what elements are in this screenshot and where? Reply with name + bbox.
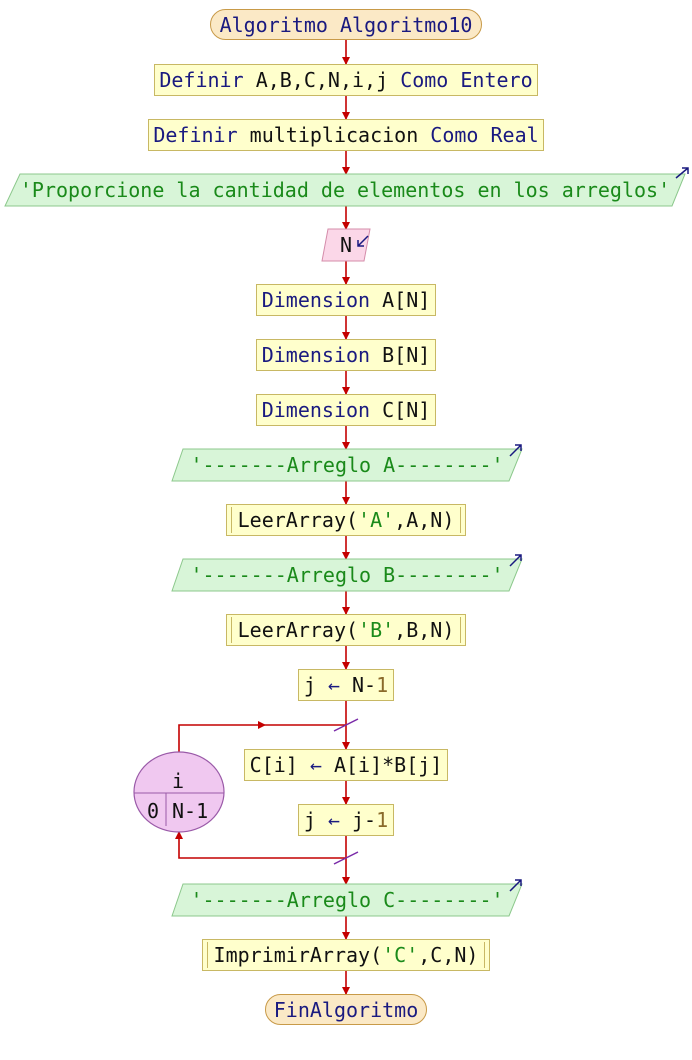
dimension-keyword: Dimension bbox=[261, 288, 371, 312]
output-prompt-shape bbox=[4, 173, 686, 207]
start-terminal[interactable]: Algoritmo Algoritmo10 bbox=[210, 9, 482, 40]
start-name: Algoritmo10 bbox=[339, 12, 473, 37]
assign-num: 1 bbox=[376, 673, 389, 697]
output-a-text[interactable]: '-------Arreglo A--------' bbox=[190, 453, 504, 477]
define-integers[interactable]: Definir A,B,C,N,i,j Como Entero bbox=[154, 64, 538, 96]
read-array-a[interactable]: LeerArray('A' ,A,N) bbox=[226, 504, 466, 536]
define-keyword: Definir bbox=[159, 68, 244, 92]
loop-from: 0 bbox=[147, 799, 160, 823]
start-keyword: Algoritmo bbox=[219, 12, 328, 37]
loop-to: N-1 bbox=[172, 799, 209, 823]
input-n-shape bbox=[321, 228, 371, 262]
define-type: Como Real bbox=[430, 123, 539, 147]
dimension-arg: C[N] bbox=[382, 398, 431, 422]
assign-rhs: N- bbox=[352, 673, 377, 697]
output-b-shape bbox=[171, 558, 523, 592]
loop-variable: i bbox=[172, 769, 185, 793]
dimension-b[interactable]: Dimension B[N] bbox=[256, 339, 436, 371]
assign-rhs: A[i]*B[j] bbox=[333, 753, 443, 777]
for-loop-shape bbox=[133, 751, 225, 833]
define-type: Como Entero bbox=[400, 68, 533, 92]
call-fn: LeerArray( bbox=[237, 508, 359, 532]
print-array-c[interactable]: ImprimirArray('C' ,C,N) bbox=[202, 939, 490, 971]
dimension-a[interactable]: Dimension A[N] bbox=[256, 284, 436, 316]
define-vars: multiplicacion bbox=[249, 123, 419, 147]
call-str: 'C' bbox=[382, 943, 419, 967]
assign-num: 1 bbox=[376, 808, 389, 832]
dimension-keyword: Dimension bbox=[261, 343, 371, 367]
end-label: FinAlgoritmo bbox=[273, 997, 419, 1022]
assign-lhs: j bbox=[303, 673, 316, 697]
assign-arrow-icon: ← bbox=[327, 673, 340, 697]
dimension-arg: A[N] bbox=[382, 288, 431, 312]
output-c-shape bbox=[171, 883, 523, 917]
read-array-b[interactable]: LeerArray('B' ,B,N) bbox=[226, 614, 466, 646]
call-fn: ImprimirArray( bbox=[213, 943, 383, 967]
assign-c-product[interactable]: C[i] ← A[i]*B[j] bbox=[244, 749, 448, 781]
call-fn: LeerArray( bbox=[237, 618, 359, 642]
assign-lhs: C[i] bbox=[249, 753, 298, 777]
assign-j-initial[interactable]: j ← N- 1 bbox=[298, 669, 394, 701]
call-str: 'A' bbox=[358, 508, 395, 532]
call-rest: ,C,N) bbox=[418, 943, 479, 967]
output-b-text[interactable]: '-------Arreglo B--------' bbox=[190, 563, 504, 587]
loop-markers bbox=[333, 718, 359, 865]
define-vars: A,B,C,N,i,j bbox=[255, 68, 389, 92]
input-n-text[interactable]: N bbox=[339, 233, 353, 257]
assign-j-decrement[interactable]: j ← j- 1 bbox=[298, 804, 394, 836]
assign-arrow-icon: ← bbox=[327, 808, 340, 832]
call-rest: ,A,N) bbox=[394, 508, 455, 532]
dimension-arg: B[N] bbox=[382, 343, 431, 367]
dimension-c[interactable]: Dimension C[N] bbox=[256, 394, 436, 426]
assign-lhs: j bbox=[303, 808, 316, 832]
call-str: 'B' bbox=[358, 618, 395, 642]
output-prompt-text[interactable]: 'Proporcione la cantidad de elementos en… bbox=[19, 178, 671, 202]
assign-arrow-icon: ← bbox=[309, 753, 322, 777]
define-real[interactable]: Definir multiplicacion Como Real bbox=[148, 119, 544, 151]
define-keyword: Definir bbox=[153, 123, 238, 147]
output-a-shape bbox=[171, 448, 523, 482]
call-rest: ,B,N) bbox=[394, 618, 455, 642]
end-terminal[interactable]: FinAlgoritmo bbox=[265, 994, 427, 1025]
dimension-keyword: Dimension bbox=[261, 398, 371, 422]
assign-rhs: j- bbox=[352, 808, 377, 832]
io-corner-arrows bbox=[357, 167, 689, 892]
output-c-text[interactable]: '-------Arreglo C--------' bbox=[190, 888, 504, 912]
